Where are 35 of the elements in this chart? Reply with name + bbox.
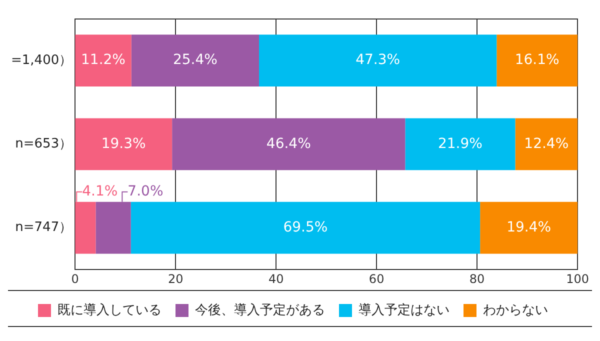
data-label: 25.4%	[172, 52, 218, 68]
data-label: 69.5%	[283, 219, 328, 236]
data-label: 7.0%	[128, 184, 164, 200]
legend-label: 既に導入している	[58, 302, 162, 318]
data-label: 19.3%	[101, 136, 146, 152]
bar	[130, 202, 480, 254]
x-tick-label: 80	[469, 272, 485, 286]
bar	[131, 34, 259, 87]
y-tick-label: n=747）	[15, 220, 72, 236]
x-tick-label: 40	[268, 272, 284, 286]
x-tick-label: 20	[168, 272, 184, 286]
data-label: 4.1%	[82, 184, 118, 200]
data-label: 47.3%	[356, 52, 400, 68]
legend-label: わからない	[483, 302, 548, 318]
data-label: 46.4%	[266, 136, 311, 152]
x-tick-label: 100	[566, 272, 589, 286]
bar	[480, 202, 578, 254]
x-tick-label: 0	[71, 272, 79, 286]
data-label: 19.4%	[506, 219, 552, 236]
legend-label: 今後、導入予定がある	[195, 302, 325, 318]
data-label: 21.9%	[438, 136, 482, 152]
bar	[496, 34, 578, 87]
data-label: 11.2%	[81, 52, 126, 68]
bar	[405, 118, 516, 170]
bar	[259, 34, 497, 87]
bar	[515, 118, 578, 170]
y-tick-label: =1,400）	[11, 52, 72, 68]
y-tick-label: n=653）	[15, 136, 72, 152]
data-label: 16.1%	[514, 52, 560, 68]
bar	[172, 118, 406, 170]
bar	[75, 34, 132, 87]
data-label: 12.4%	[524, 136, 569, 152]
bar	[75, 118, 172, 170]
x-tick-label: 60	[368, 272, 384, 286]
legend-label: 導入予定はない	[358, 302, 450, 318]
